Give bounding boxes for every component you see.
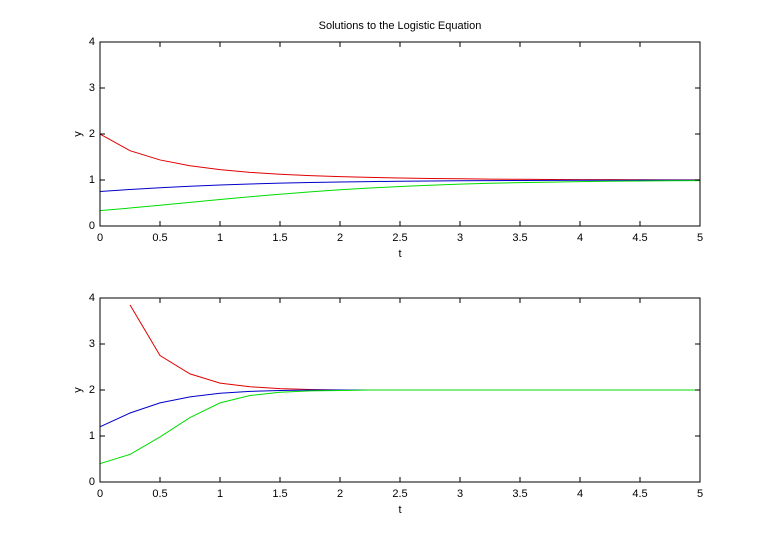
x-axis-label: t bbox=[398, 248, 401, 260]
x-tick-label: 4 bbox=[577, 232, 583, 244]
x-tick-label: 3.5 bbox=[512, 232, 527, 244]
x-tick-label: 3 bbox=[457, 488, 463, 500]
x-tick-label: 2 bbox=[337, 488, 343, 500]
x-tick-label: 5 bbox=[697, 232, 703, 244]
y-tick-label: 4 bbox=[89, 36, 95, 48]
x-tick-label: 3 bbox=[457, 232, 463, 244]
axes-box bbox=[99, 41, 701, 227]
y-tick-label: 0 bbox=[89, 476, 95, 488]
x-tick-label: 0.5 bbox=[152, 232, 167, 244]
x-tick-label: 1 bbox=[217, 232, 223, 244]
x-tick-label: 0 bbox=[97, 232, 103, 244]
line-series bbox=[100, 133, 700, 181]
x-tick-label: 2 bbox=[337, 232, 343, 244]
y-tick-label: 4 bbox=[89, 292, 95, 304]
x-tick-label: 4.5 bbox=[632, 488, 647, 500]
x-tick-label: 4.5 bbox=[632, 232, 647, 244]
x-tick-label: 1.5 bbox=[272, 488, 287, 500]
x-tick-label: 2.5 bbox=[392, 488, 407, 500]
x-tick-label: 5 bbox=[697, 488, 703, 500]
line-series bbox=[100, 180, 700, 212]
y-tick-label: 2 bbox=[89, 384, 95, 396]
y-axis-label: y bbox=[72, 387, 84, 393]
x-tick-label: 2.5 bbox=[392, 232, 407, 244]
x-axis-label: t bbox=[398, 504, 401, 516]
x-tick-label: 0 bbox=[97, 488, 103, 500]
y-tick-label: 2 bbox=[89, 128, 95, 140]
y-tick-label: 0 bbox=[89, 220, 95, 232]
y-tick-label: 3 bbox=[89, 338, 95, 350]
plot-area bbox=[100, 133, 700, 212]
y-tick-label: 1 bbox=[89, 174, 95, 186]
y-tick-label: 1 bbox=[89, 430, 95, 442]
x-tick-label: 1 bbox=[217, 488, 223, 500]
line-series bbox=[129, 304, 700, 391]
x-tick-label: 0.5 bbox=[152, 488, 167, 500]
x-tick-label: 3.5 bbox=[512, 488, 527, 500]
x-tick-label: 4 bbox=[577, 488, 583, 500]
chart-title: Solutions to the Logistic Equation bbox=[319, 20, 482, 32]
line-series bbox=[100, 179, 700, 192]
line-series bbox=[100, 389, 700, 465]
plot-area bbox=[100, 304, 700, 465]
y-tick-label: 3 bbox=[89, 82, 95, 94]
y-axis-label: y bbox=[72, 131, 84, 137]
line-series bbox=[100, 389, 700, 428]
x-tick-label: 1.5 bbox=[272, 232, 287, 244]
